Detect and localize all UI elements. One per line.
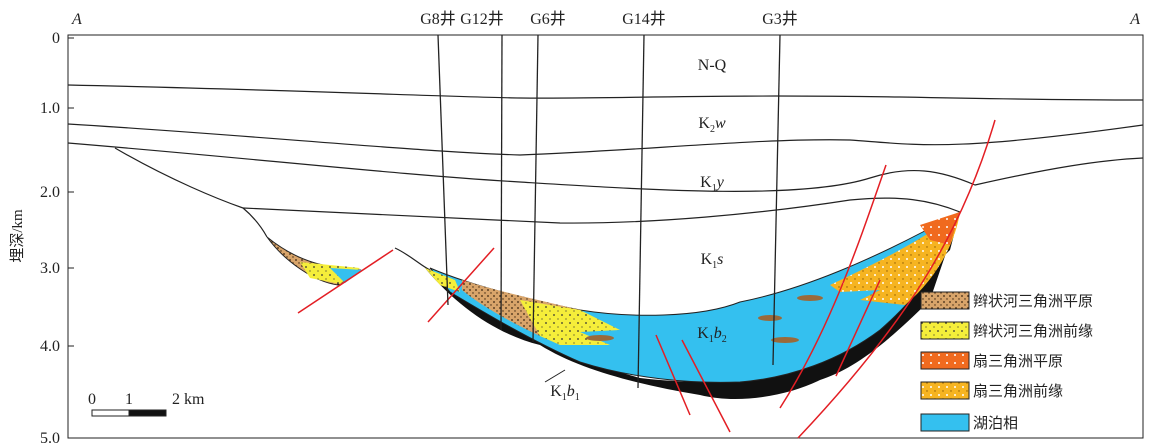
cross-section: AA01.02.03.04.05.0埋深/kmG8井G12井G6井G14井G3井…	[0, 0, 1149, 445]
scale-label: 1	[125, 391, 133, 408]
layer-label: K2w	[698, 115, 726, 135]
layer-base: K	[697, 325, 709, 342]
layer-base: K	[550, 383, 562, 400]
well-label: G8井	[420, 10, 456, 28]
boundary	[68, 85, 1143, 100]
scale-bar	[92, 410, 129, 416]
legend-swatch	[921, 382, 969, 399]
y-tick-label: 1.0	[40, 100, 60, 117]
legend-label: 辫状河三角洲前缘	[973, 323, 1093, 340]
layer-base: K	[698, 115, 710, 132]
y-tick-label: 0	[52, 30, 60, 47]
well-label: G14井	[622, 10, 666, 28]
legend-swatch	[921, 414, 969, 431]
boundary	[243, 198, 960, 223]
well-label: G3井	[762, 10, 798, 28]
legend-label: 辫状河三角洲平原	[973, 293, 1093, 310]
y-tick-label: 3.0	[40, 260, 60, 277]
layer-rest: b	[567, 383, 575, 400]
legend-label: 扇三角洲平原	[973, 353, 1063, 370]
y-tick-label: 2.0	[40, 184, 60, 201]
lens	[797, 295, 823, 301]
y-tick-label: 5.0	[40, 430, 60, 445]
well-label: G6井	[530, 10, 566, 28]
layer-rest: s	[717, 251, 723, 268]
frame	[68, 35, 1143, 438]
layer-rest: y	[715, 174, 725, 191]
scale-bar	[129, 410, 166, 416]
well-label: G12井	[460, 10, 504, 28]
legend-label: 湖泊相	[973, 415, 1018, 432]
section-end: A	[1129, 11, 1140, 28]
layer-base: N-Q	[698, 57, 727, 74]
y-tick-label: 4.0	[40, 338, 60, 355]
leader	[545, 370, 565, 382]
layer-label: K1s	[701, 251, 724, 271]
fault	[298, 250, 393, 313]
well	[438, 35, 448, 305]
scale-label: 0	[88, 391, 96, 408]
legend-swatch	[921, 322, 969, 339]
legend-swatch	[921, 352, 969, 369]
boundary	[115, 148, 267, 237]
layer-label: K1b1	[550, 383, 580, 403]
layer-base: K	[700, 174, 712, 191]
layer-base: K	[701, 251, 713, 268]
boundary	[68, 124, 1143, 155]
boundary	[395, 248, 430, 270]
scale-label: 2 km	[172, 391, 205, 408]
lens	[758, 315, 782, 321]
well	[501, 35, 502, 330]
layer-rest: b	[714, 325, 722, 342]
well	[533, 35, 538, 342]
facies	[425, 268, 460, 292]
legend-label: 扇三角洲前缘	[973, 383, 1063, 400]
layer-label: N-Q	[698, 57, 727, 74]
section-end: A	[71, 11, 82, 28]
layer-sub: 1	[575, 392, 580, 403]
lens	[586, 335, 614, 341]
layer-rest: w	[715, 115, 726, 132]
layer-sub: 2	[722, 334, 727, 345]
y-axis-label: 埋深/km	[9, 209, 26, 263]
lens	[771, 337, 799, 343]
legend-swatch	[921, 292, 969, 309]
